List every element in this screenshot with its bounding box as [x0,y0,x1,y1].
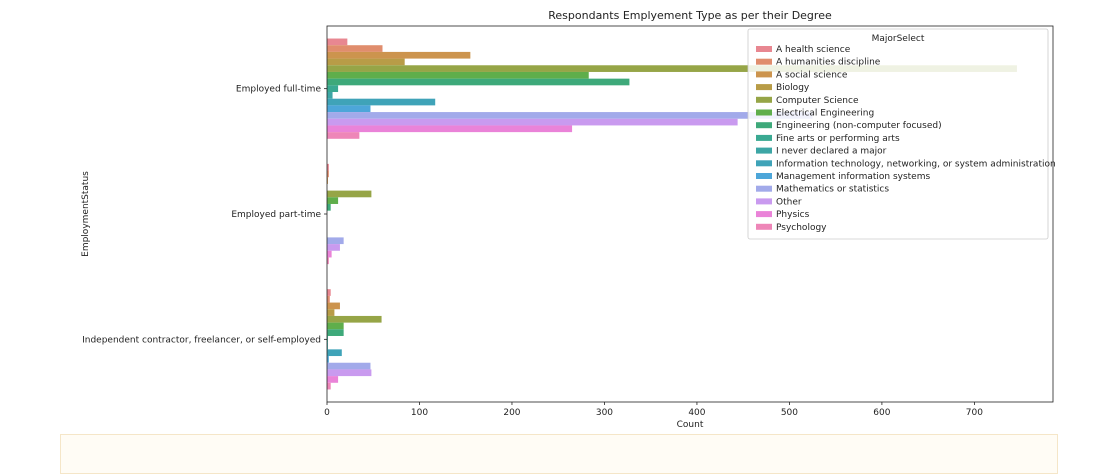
legend-label: I never declared a major [776,147,887,157]
bar [327,356,329,363]
legend-label: Mathematics or statistics [776,185,889,195]
chart: Respondants Emplyement Type as per their… [81,9,1056,430]
y-tick-label: Employed full-time [236,85,322,95]
legend-label: A humanities discipline [776,58,881,68]
legend-label: Physics [776,210,810,220]
legend-swatch [756,185,772,192]
legend-swatch [756,173,772,179]
bar [327,369,372,377]
chart-title: Respondants Emplyement Type as per their… [548,9,832,22]
bar [327,382,331,390]
bar [327,376,339,383]
bar [327,322,344,330]
bar [327,71,589,79]
legend-label: Biology [776,83,810,93]
x-tick-label: 200 [503,408,520,418]
y-axis-label: EmploymentStatus [81,171,91,257]
bar [327,170,329,178]
x-tick-label: 700 [966,408,983,418]
legend-swatch [756,211,772,218]
bar [327,58,405,66]
x-tick-label: 300 [596,408,613,418]
notebook-cell-output-box [60,434,1058,474]
y-tick-label: Independent contractor, freelancer, or s… [82,335,321,345]
legend-label: Fine arts or performing arts [776,134,900,144]
bar [327,349,342,357]
x-tick-label: 0 [324,408,330,418]
legend-label: Information technology, networking, or s… [776,159,1056,169]
legend-swatch [756,58,772,65]
bars-group [327,38,1017,390]
legend-swatch [756,84,772,91]
y-tick-label: Employed part-time [231,210,321,220]
bar [327,342,328,350]
legend-swatch [756,134,772,141]
x-axis-label: Count [677,420,704,430]
bar [327,257,329,265]
bar [327,92,333,99]
legend-swatch [756,198,772,205]
bar [327,362,371,370]
bar [327,118,738,126]
bar [327,125,573,133]
bar [327,85,339,93]
bar [327,335,328,343]
x-tick-label: 100 [411,408,428,418]
bar [327,250,332,258]
legend-label: Management information systems [776,172,930,182]
bar [327,78,630,86]
bar [327,237,344,245]
bar [327,98,436,106]
bar [327,112,813,119]
legend-swatch [756,122,772,129]
bar [327,295,330,303]
legend-items: A health science A humanities discipline A… [756,45,1056,233]
legend-title: MajorSelect [872,34,925,44]
y-axis-ticks: Employed full-time Employed part-time Inde… [82,85,327,345]
legend-swatch [756,71,772,78]
legend-frame [747,28,1049,240]
legend-label: Other [776,197,802,207]
bar [327,105,371,113]
x-axis-ticks: 0 100 200 300 400 500 600 700 [324,402,983,418]
bar [327,65,1017,72]
legend: MajorSelect A health science A humanities… [747,28,1056,240]
bar [327,132,360,139]
bar [327,203,331,211]
legend-swatch [756,147,772,154]
legend-swatch [756,160,772,167]
legend-label: A health science [776,45,851,55]
legend-swatch [756,109,772,116]
bar [327,177,328,184]
bar [327,244,340,251]
x-tick-label: 500 [781,408,798,418]
bar [327,38,348,46]
legend-swatch [756,223,772,230]
legend-label: Psychology [776,223,827,233]
bar [327,315,382,323]
legend-label: A social science [776,70,848,80]
legend-swatch [756,46,772,52]
bar [327,51,471,59]
bar [327,329,344,336]
legend-label: Computer Science [776,96,859,106]
x-tick-label: 600 [873,408,890,418]
bar [327,289,331,296]
legend-swatch [756,96,772,103]
legend-label: Electrical Engineering [776,109,874,119]
x-tick-label: 400 [688,408,705,418]
bar [327,163,329,171]
bar [327,45,383,52]
bar [327,302,340,310]
bar [327,190,372,198]
legend-label: Engineering (non-computer focused) [776,121,942,131]
bar [327,309,335,316]
bar [327,197,339,204]
